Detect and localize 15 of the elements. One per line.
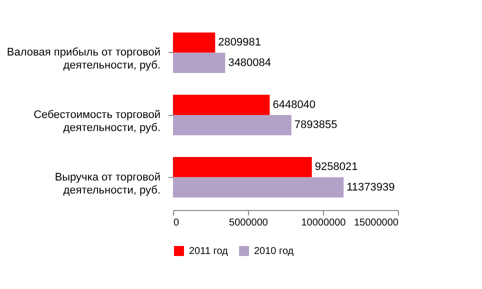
legend-label: 2011 год bbox=[189, 246, 228, 257]
y-tick-label: Выручка от торговой деятельности, руб. bbox=[54, 171, 160, 196]
y-tick-label: Валовая прибыль от торговой деятельности, руб. bbox=[6, 46, 160, 72]
y-tick-label: Себестоимость торговой деятельности, руб. bbox=[34, 109, 160, 134]
data-label: 6448040 bbox=[272, 98, 316, 111]
legend-label: 2010 год bbox=[254, 246, 294, 257]
x-tick-label: 5000000 bbox=[229, 218, 268, 228]
data-label: 9258021 bbox=[314, 161, 358, 174]
x-tick-label: 15000000 bbox=[354, 218, 399, 228]
data-label: 11373939 bbox=[346, 181, 395, 194]
data-label: 2809981 bbox=[218, 36, 261, 49]
x-tick-label: 0 bbox=[174, 218, 180, 228]
data-label: 7893855 bbox=[294, 119, 338, 132]
x-tick-label: 10000000 bbox=[301, 218, 346, 228]
data-label: 3480084 bbox=[228, 56, 272, 69]
